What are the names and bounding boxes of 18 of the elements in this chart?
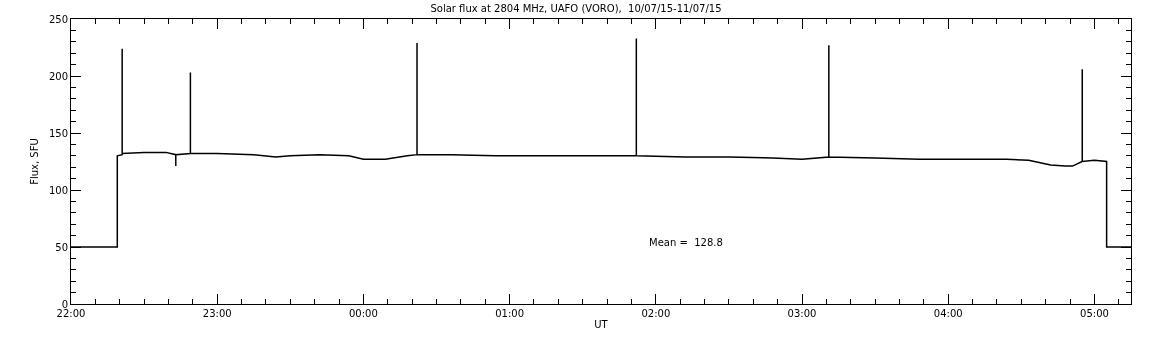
chart-title: Solar flux at 2804 MHz, UAFO (VORO), 10/07/15-11/07/15 <box>430 3 722 15</box>
y-tick-label: 50 <box>55 241 68 253</box>
x-tick-label: 01:00 <box>495 308 525 319</box>
y-axis-title: Flux, SFU <box>28 138 40 185</box>
y-tick-label: 0 <box>61 298 68 310</box>
x-axis-title: UT <box>594 318 609 330</box>
x-tick-label: 03:00 <box>787 308 817 319</box>
x-tick-label: 23:00 <box>202 308 232 319</box>
y-tick-label: 150 <box>48 127 68 139</box>
y-tick-label: 100 <box>48 184 68 196</box>
x-tick-label: 04:00 <box>933 308 963 319</box>
x-tick-label: 02:00 <box>641 308 671 319</box>
x-tick-label: 05:00 <box>1080 308 1109 319</box>
y-tick-label: 250 <box>48 13 68 25</box>
y-tick-label: 200 <box>48 70 68 82</box>
annotation: Mean = 128.8 <box>649 237 723 248</box>
x-tick-label: 22:00 <box>56 308 86 319</box>
x-tick-label: 00:00 <box>349 308 378 319</box>
